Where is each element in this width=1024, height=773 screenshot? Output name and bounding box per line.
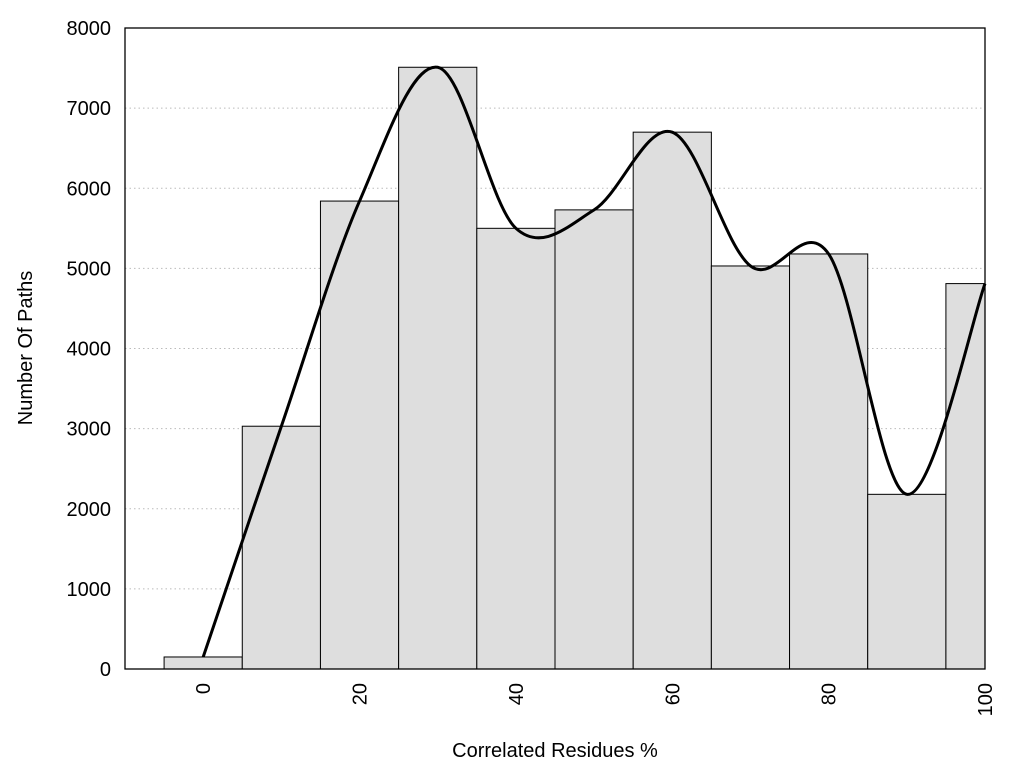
y-tick-label: 0 <box>100 659 111 681</box>
bar <box>398 66 478 670</box>
x-tick-label: 40 <box>506 683 528 705</box>
bar <box>476 227 556 670</box>
bar <box>789 253 869 670</box>
x-tick-label: 20 <box>350 683 372 705</box>
bar <box>867 493 947 670</box>
y-tick-label: 1000 <box>67 579 112 601</box>
x-tick-label: 80 <box>819 683 841 705</box>
y-tick-label: 5000 <box>67 258 112 280</box>
bar <box>241 425 321 670</box>
bar <box>710 265 791 670</box>
x-tick-label: 100 <box>975 683 997 716</box>
bars <box>163 66 986 670</box>
y-tick-label: 6000 <box>67 178 112 200</box>
y-axis-label: Number Of Paths <box>15 271 37 426</box>
y-tick-label: 8000 <box>67 18 112 40</box>
plot-frame <box>124 27 986 670</box>
bar <box>554 209 634 670</box>
x-tick-labels: 0 20 40 60 80 100 <box>193 683 997 716</box>
smooth-curve <box>201 65 987 658</box>
x-axis-label: Correlated Residues % <box>452 740 658 762</box>
bar <box>632 131 712 670</box>
y-tick-label: 4000 <box>67 339 112 361</box>
x-tick-label: 0 <box>193 683 215 694</box>
y-tick-label: 2000 <box>67 499 112 521</box>
y-tick-label: 3000 <box>67 419 112 441</box>
y-tick-labels: 0 1000 2000 3000 4000 5000 6000 7000 8000 <box>67 18 112 681</box>
x-tick-label: 60 <box>662 683 684 705</box>
bar <box>163 656 243 670</box>
y-tick-label: 7000 <box>67 98 112 120</box>
bar <box>945 283 986 670</box>
